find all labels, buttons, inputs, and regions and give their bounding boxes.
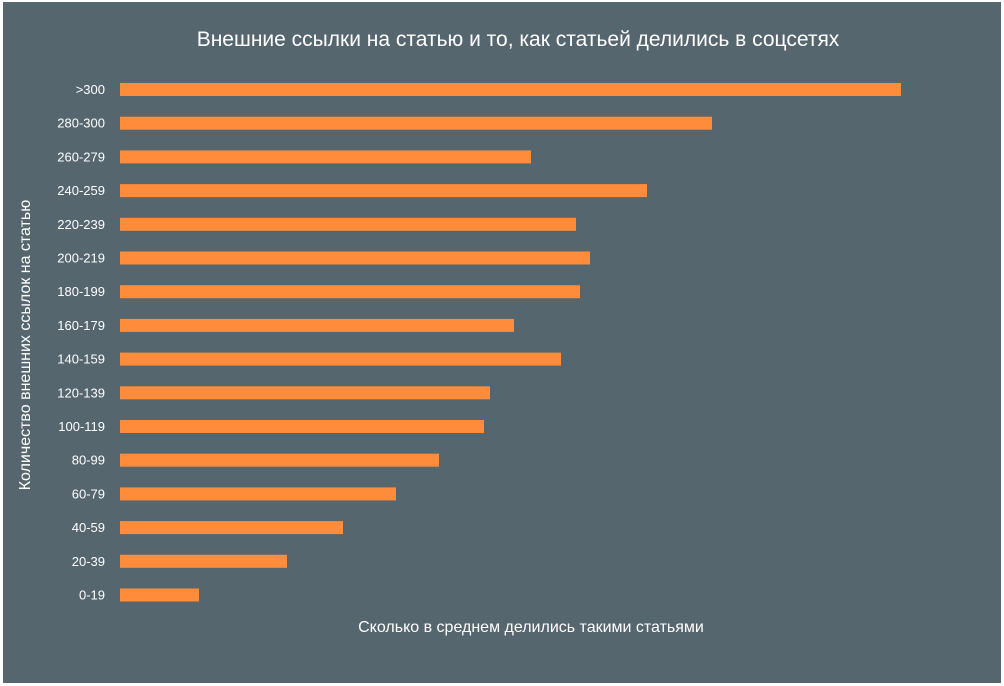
bar-160-179 [120, 318, 514, 332]
y-tick-label: 0-19 [79, 588, 105, 603]
bar-80-99 [120, 453, 439, 467]
bar-40-59 [120, 521, 343, 535]
y-tick-label: 120-139 [57, 385, 105, 400]
y-tick-label: 20-39 [72, 554, 105, 569]
bar-0-19 [120, 588, 199, 602]
y-tick-label: 140-159 [57, 352, 105, 367]
bar-120-139 [120, 386, 490, 400]
y-tick-label: 220-239 [57, 217, 105, 232]
y-tick-label: 260-279 [57, 149, 105, 164]
bar-180-199 [120, 285, 580, 299]
bar-20-39 [120, 554, 287, 568]
y-tick-label: 100-119 [58, 419, 105, 434]
bar-240-259 [120, 184, 647, 198]
bar->300 [120, 83, 901, 96]
y-tick-label: 80-99 [72, 453, 105, 468]
bar-60-79 [120, 487, 396, 501]
bar-200-219 [120, 251, 590, 265]
y-tick-label: 160-179 [57, 318, 105, 333]
y-tick-label: >300 [76, 82, 105, 97]
y-tick-label: 40-59 [72, 520, 105, 535]
bar-220-239 [120, 217, 576, 231]
bar-260-279 [120, 150, 531, 164]
bar-280-300 [120, 116, 712, 130]
y-tick-label: 240-259 [57, 183, 105, 198]
bar-100-119 [120, 420, 484, 433]
y-tick-label: 280-300 [57, 116, 105, 131]
y-tick-label: 200-219 [57, 251, 105, 266]
x-axis-label: Сколько в среднем делились такими статья… [358, 619, 704, 636]
chart-title: Внешние ссылки на статью и то, как стать… [196, 28, 840, 51]
y-tick-label: 180-199 [57, 284, 105, 299]
bar-140-159 [120, 352, 561, 366]
chart-panel [3, 2, 1001, 683]
y-tick-label: 60-79 [72, 486, 105, 501]
